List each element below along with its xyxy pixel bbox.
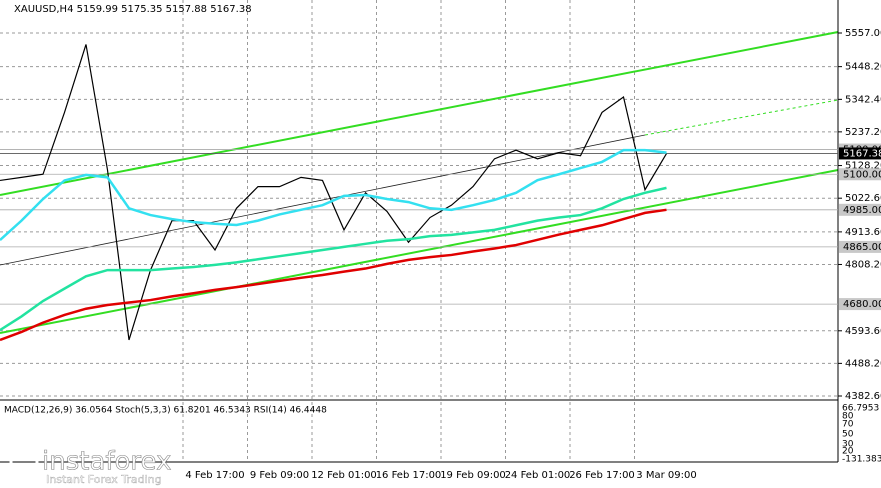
price-level-box: [839, 203, 881, 216]
moving-average: [0, 186, 667, 332]
y-tick-label: 5128.20: [845, 161, 881, 172]
price-level-label: 4680.00: [843, 299, 881, 310]
y-tick-label: 5557.00: [845, 28, 881, 39]
y-tick-label: 5022.60: [845, 193, 881, 204]
indicator-axis-label: 66.7953: [842, 404, 879, 414]
y-tick-label: 4593.60: [845, 326, 881, 337]
moving-average: [0, 208, 667, 342]
price-level-label: 5167.38: [843, 148, 881, 159]
indicator-axis-label: 20: [842, 447, 854, 457]
logo-name: instaforex: [42, 447, 171, 477]
y-tick-label: 5448.20: [845, 62, 881, 73]
price-level-box: [839, 298, 881, 311]
price-level-box: [839, 240, 881, 253]
indicator-axis-label: 50: [842, 430, 854, 440]
y-tick-label: 4913.60: [845, 227, 881, 238]
indicator-axis-label: -131.3834: [842, 455, 881, 465]
logo: instaforex Instant Forex Trading: [9, 446, 172, 486]
x-tick-label: 19 Feb 09:00: [440, 470, 506, 481]
y-tick-label: 4382.60: [845, 391, 881, 402]
price-level-box: [839, 147, 881, 160]
y-tick-label: 5237.20: [845, 127, 881, 138]
channel-upper: [0, 31, 839, 196]
channel-middle-ext: [644, 99, 839, 136]
indicator-title: MACD(12,26,9) 36.0564 Stoch(5,3,3) 61.82…: [4, 406, 327, 416]
logo-icon: [9, 447, 39, 477]
price-level-label: 5100.00: [843, 169, 881, 180]
indicator-axis-label: 30: [842, 440, 854, 450]
price-level-label: 4985.00: [843, 205, 881, 216]
y-tick-label: 4808.20: [845, 259, 881, 270]
x-tick-label: 3 Mar 09:00: [636, 470, 696, 481]
price-level-label: 4865.00: [843, 242, 881, 253]
x-tick-label: 16 Feb 17:00: [376, 470, 442, 481]
price-level-box: [839, 168, 881, 181]
x-tick-label: 4 Feb 17:00: [185, 470, 244, 481]
indicator-axis-label: 70: [842, 420, 854, 430]
logo-tagline: Instant Forex Trading: [46, 473, 162, 486]
indicator-axis-label: 80: [842, 412, 854, 422]
x-tick-label: 24 Feb 01:00: [505, 470, 571, 481]
x-tick-label: 12 Feb 01:00: [311, 470, 377, 481]
x-tick-label: 26 Feb 17:00: [569, 470, 635, 481]
moving-average: [0, 148, 667, 242]
price-line: [0, 44, 668, 341]
x-tick-label: 9 Feb 09:00: [250, 470, 309, 481]
y-tick-label: 5342.40: [845, 94, 881, 105]
channel-middle: [0, 134, 646, 266]
y-tick-label: 4488.20: [845, 358, 881, 369]
chart-title: XAUUSD,H4 5159.99 5175.35 5157.88 5167.3…: [14, 4, 252, 15]
